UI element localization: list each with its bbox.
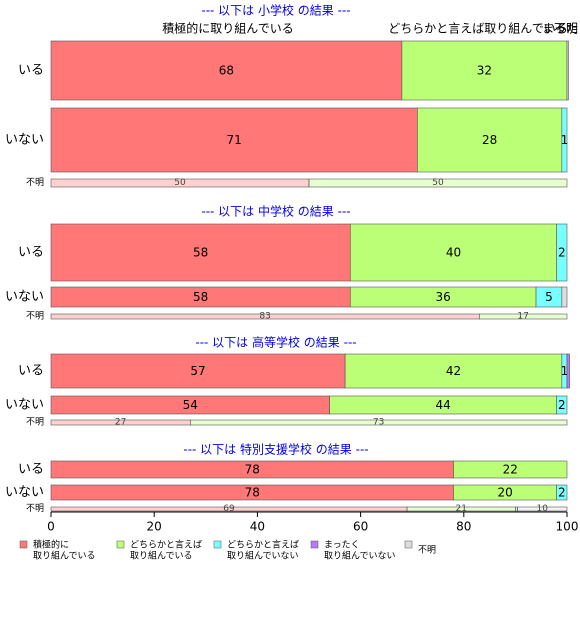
legend-swatch bbox=[404, 540, 413, 549]
bar-value-label: 17 bbox=[517, 312, 528, 322]
group-header: --- 以下は 高等学校 の結果 --- bbox=[195, 335, 356, 350]
x-tick-label: 20 bbox=[147, 520, 162, 534]
bar-value-label: 57 bbox=[190, 364, 205, 378]
bar-value-label: 32 bbox=[477, 64, 492, 78]
group-header: --- 以下は 特別支援学校 の結果 --- bbox=[183, 442, 368, 457]
row-label: いる bbox=[18, 245, 44, 260]
group-header: --- 以下は 小学校 の結果 --- bbox=[201, 3, 350, 18]
top-category-label: 積極的に取り組んでいる bbox=[162, 21, 293, 36]
bar-value-label: 20 bbox=[497, 486, 512, 500]
bar-segment bbox=[517, 506, 568, 512]
bar-segment bbox=[50, 223, 351, 282]
row-label: いる bbox=[18, 462, 44, 477]
row-label: 不明 bbox=[26, 177, 44, 188]
legend-label: 取り組んでいる bbox=[130, 550, 193, 562]
row-label: 不明 bbox=[26, 417, 44, 428]
row-label: いる bbox=[18, 63, 44, 78]
bar-segment bbox=[308, 178, 568, 188]
legend-swatch bbox=[213, 540, 222, 549]
bar-value-label: 27 bbox=[115, 418, 126, 428]
bar-value-label: 78 bbox=[245, 463, 260, 477]
bar-value-label: 42 bbox=[446, 364, 461, 378]
bar-segment bbox=[190, 419, 568, 426]
top-category-label: どちらかと言えば取り組んでいる bbox=[388, 22, 567, 36]
legend-label: まったく bbox=[324, 540, 360, 551]
bar-segment bbox=[561, 286, 568, 308]
legend-label: 取り組んでいる bbox=[33, 550, 96, 562]
bar-segment bbox=[566, 353, 570, 389]
bar-segment bbox=[556, 223, 568, 282]
bar-segment bbox=[349, 223, 557, 282]
bar-value-label: 2 bbox=[558, 246, 566, 260]
bar-value-label: 22 bbox=[503, 463, 518, 477]
legend-label: 不明 bbox=[418, 545, 436, 556]
bar-value-label: 68 bbox=[219, 64, 234, 78]
legend-swatch bbox=[116, 540, 125, 549]
bar-value-label: 58 bbox=[193, 290, 208, 304]
bar-segment bbox=[478, 313, 568, 320]
group-header: --- 以下は 中学校 の結果 --- bbox=[201, 204, 350, 219]
legend-swatch bbox=[310, 540, 319, 549]
x-tick-label: 40 bbox=[250, 520, 265, 534]
bar-segment bbox=[453, 460, 568, 479]
row-label: いる bbox=[18, 364, 44, 379]
bar-value-label: 71 bbox=[227, 133, 242, 147]
bar-value-label: 54 bbox=[183, 398, 198, 412]
bar-value-label: 36 bbox=[436, 290, 451, 304]
legend-label: 取り組んでいない bbox=[324, 550, 396, 562]
row-label: いない bbox=[5, 290, 44, 305]
top-category-label: 不明 bbox=[554, 22, 578, 36]
bar-segment bbox=[417, 107, 563, 173]
bar-value-label: 5 bbox=[545, 290, 553, 304]
x-tick-label: 60 bbox=[353, 520, 368, 534]
bar-value-label: 50 bbox=[174, 178, 186, 188]
bar-value-label: 2 bbox=[558, 398, 566, 412]
row-label: いない bbox=[5, 398, 44, 413]
bar-value-label: 78 bbox=[245, 486, 260, 500]
x-tick-label: 80 bbox=[456, 520, 471, 534]
x-tick-label: 0 bbox=[47, 520, 55, 534]
legend-label: どちらかと言えば bbox=[130, 539, 202, 551]
top-category-label: まったく bbox=[542, 22, 580, 36]
bar-value-label: 1 bbox=[561, 364, 569, 378]
bar-segment bbox=[344, 353, 563, 389]
legend-label: どちらかと言えば bbox=[227, 539, 299, 551]
bar-segment bbox=[556, 395, 568, 415]
bar-value-label: 58 bbox=[193, 246, 208, 260]
bar-value-label: 40 bbox=[446, 246, 461, 260]
bar-segment bbox=[401, 40, 568, 101]
row-label: いない bbox=[5, 133, 44, 148]
bar-segment bbox=[566, 40, 569, 101]
row-label: 不明 bbox=[26, 311, 44, 322]
x-tick-label: 100 bbox=[556, 520, 579, 534]
bar-value-label: 50 bbox=[432, 178, 444, 188]
bar-value-label: 28 bbox=[482, 133, 497, 147]
bar-segment bbox=[50, 353, 346, 389]
row-label: 不明 bbox=[26, 503, 44, 514]
bar-value-label: 69 bbox=[223, 504, 235, 514]
bar-segment bbox=[556, 484, 568, 501]
bar-value-label: 83 bbox=[259, 312, 270, 322]
legend-swatch bbox=[19, 540, 28, 549]
bar-value-label: 44 bbox=[436, 398, 451, 412]
legend-label: 積極的に bbox=[33, 539, 69, 551]
bar-value-label: 73 bbox=[373, 418, 384, 428]
bar-value-label: 10 bbox=[537, 504, 549, 514]
bar-value-label: 21 bbox=[455, 504, 466, 514]
bar-segment bbox=[561, 107, 568, 173]
row-label: いない bbox=[5, 485, 44, 500]
legend-label: 取り組んでいない bbox=[227, 550, 299, 562]
bar-value-label: 1 bbox=[561, 133, 569, 147]
bar-segment bbox=[515, 506, 518, 512]
bar-value-label: 2 bbox=[558, 486, 566, 500]
